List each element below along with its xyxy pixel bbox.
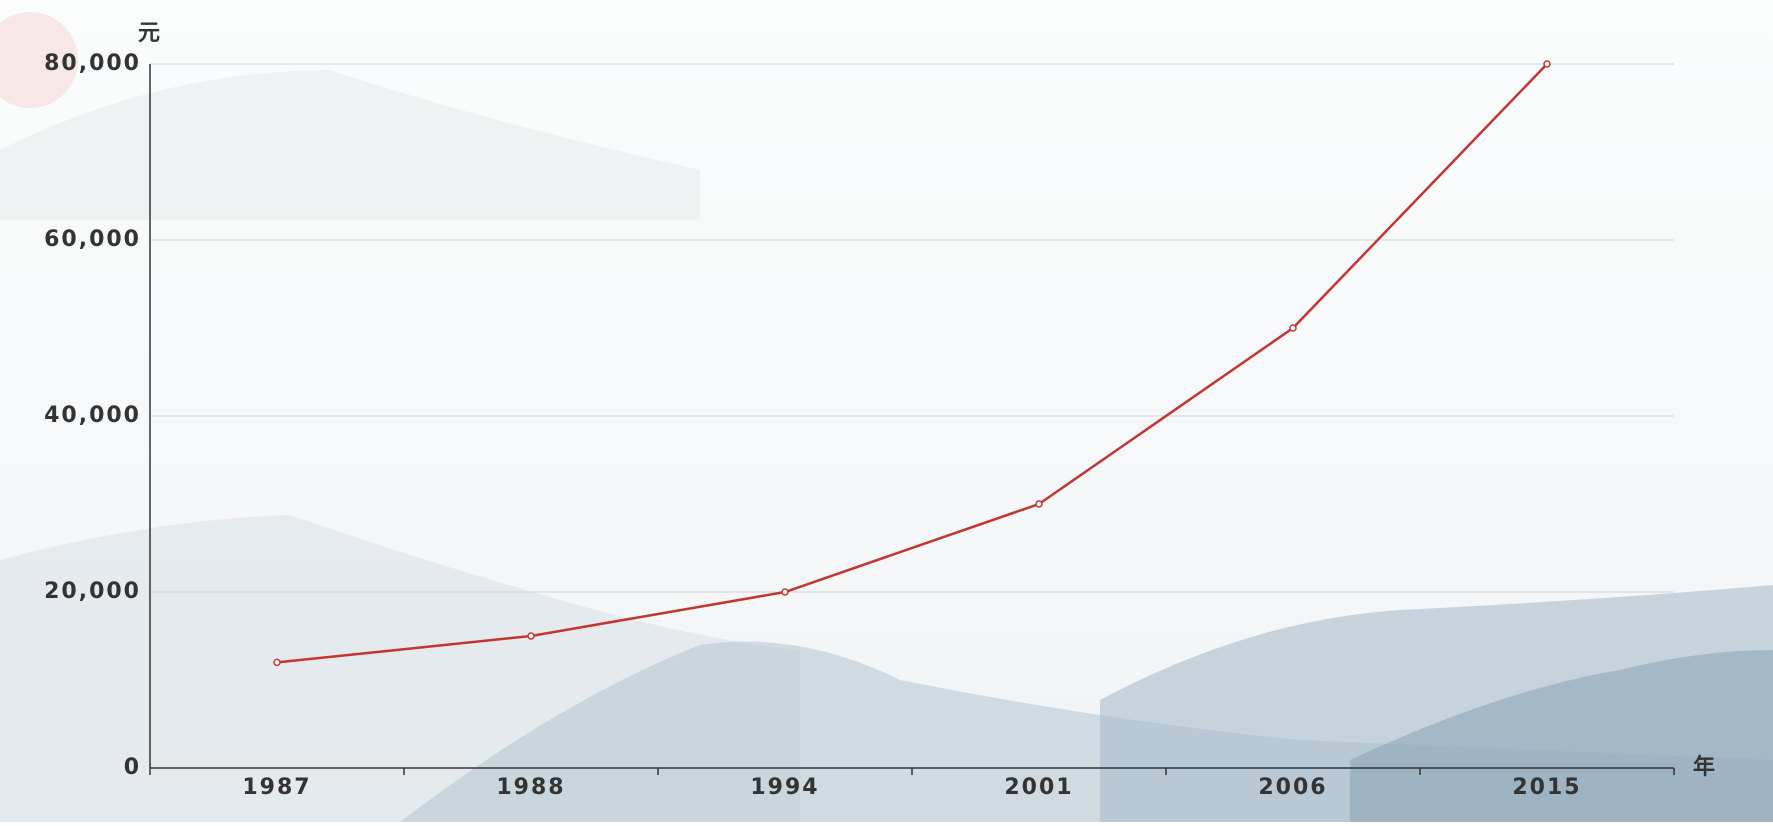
y-axis-label: 元 xyxy=(138,21,162,46)
point xyxy=(527,632,535,640)
y-tick-label: 20,000 xyxy=(44,579,141,604)
y-tick-label: 40,000 xyxy=(44,403,141,428)
point xyxy=(1543,60,1551,68)
y-tick-label: 0 xyxy=(124,755,141,780)
x-tick-label: 1994 xyxy=(750,775,819,800)
x-tick-label: 2001 xyxy=(1004,775,1073,800)
x-tick-label: 2006 xyxy=(1258,775,1327,800)
x-axis-label: 年 xyxy=(1693,754,1717,780)
x-tick-label: 1987 xyxy=(242,775,311,800)
point xyxy=(1289,324,1297,332)
x-tick-label: 1988 xyxy=(496,775,565,800)
y-tick-label: 60,000 xyxy=(44,227,141,252)
point xyxy=(273,658,281,667)
point xyxy=(781,588,789,596)
line xyxy=(276,63,1548,664)
x-tick-label: 2015 xyxy=(1512,775,1581,800)
point xyxy=(1035,500,1043,508)
y-tick-label: 80,000 xyxy=(44,51,141,76)
